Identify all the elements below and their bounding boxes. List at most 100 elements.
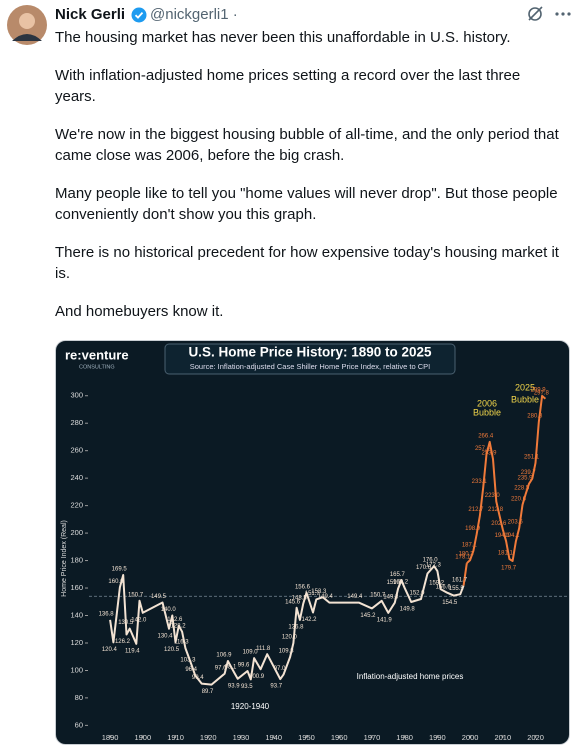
value-label: 126.2 xyxy=(115,639,131,645)
annotation: Bubble xyxy=(511,394,539,404)
y-tick-label: 220 xyxy=(70,501,83,510)
annotation: 2025 xyxy=(515,382,535,392)
x-tick-label: 1930 xyxy=(233,733,250,742)
value-label: 97.0 xyxy=(274,666,286,672)
value-label: 198.9 xyxy=(465,526,481,532)
value-label: 132.6 xyxy=(167,617,183,623)
paragraph: Many people like to tell you "home value… xyxy=(55,185,558,223)
value-label: 223.0 xyxy=(485,493,501,499)
value-label: 202.6 xyxy=(491,521,507,527)
value-label: 165.7 xyxy=(390,572,406,578)
value-label: 106.9 xyxy=(216,653,232,659)
value-label: 151.7 xyxy=(305,591,321,597)
annotation: Inflation-adjusted home prices xyxy=(357,672,464,681)
tweet-text: The housing market has never been this u… xyxy=(55,27,565,339)
value-label: 150.7 xyxy=(370,592,386,598)
value-label: 93.7 xyxy=(270,684,282,690)
y-tick-label: 240 xyxy=(70,473,83,482)
value-label: 179.7 xyxy=(501,566,517,572)
author-name[interactable]: Nick Gerli xyxy=(55,6,126,23)
value-label: 149.4 xyxy=(318,594,334,600)
value-label: 194.1 xyxy=(504,533,520,539)
value-label: 257.4 xyxy=(475,446,491,452)
value-label: 172.3 xyxy=(426,563,442,569)
annotation: Bubble xyxy=(473,407,501,417)
value-label: 109.8 xyxy=(279,649,295,655)
x-tick-label: 2020 xyxy=(527,733,544,742)
x-tick-label: 1920 xyxy=(200,733,217,742)
value-label: 142.2 xyxy=(301,617,317,623)
value-label: 100.9 xyxy=(249,674,265,680)
value-label: 180.3 xyxy=(459,552,475,558)
x-tick-label: 1970 xyxy=(364,733,381,742)
chart-title: U.S. Home Price History: 1890 to 2025 xyxy=(188,345,432,360)
value-label: 96.4 xyxy=(185,667,197,673)
x-tick-label: 1950 xyxy=(298,733,315,742)
value-label: 212.8 xyxy=(488,507,504,513)
value-label: 178.1 xyxy=(455,555,471,561)
value-label: 120.0 xyxy=(282,635,298,641)
tweet-actions[interactable] xyxy=(515,4,575,24)
x-tick-label: 2000 xyxy=(462,733,479,742)
value-label: 160.2 xyxy=(393,579,409,585)
author-handle[interactable]: @nickgerli1 xyxy=(150,6,229,23)
y-tick-label: 300 xyxy=(70,391,83,400)
value-label: 103.3 xyxy=(180,657,196,663)
value-label: 220.6 xyxy=(511,496,527,502)
x-tick-label: 1960 xyxy=(331,733,348,742)
value-label: 253.9 xyxy=(481,451,497,457)
value-label: 136.8 xyxy=(99,611,115,617)
value-label: 154.5 xyxy=(442,600,458,606)
value-label: 145.2 xyxy=(360,613,376,619)
value-label: 111.8 xyxy=(256,646,271,652)
y-tick-label: 280 xyxy=(70,418,83,427)
value-label: 187.1 xyxy=(462,542,478,548)
price-line xyxy=(109,565,465,686)
y-tick-label: 160 xyxy=(70,583,83,592)
value-label: 130.5 xyxy=(118,620,134,626)
value-label: 266.4 xyxy=(478,433,494,439)
value-label: 141.9 xyxy=(377,617,393,623)
value-label: 233.1 xyxy=(472,479,488,485)
paragraph: And homebuyers know it. xyxy=(55,303,224,320)
value-label: 140.0 xyxy=(161,607,177,613)
value-label: 153.3 xyxy=(311,589,327,595)
value-label: 239.7 xyxy=(521,470,537,476)
value-label: 150.7 xyxy=(128,592,144,598)
x-tick-label: 1890 xyxy=(102,733,119,742)
value-label: 93.9 xyxy=(228,683,240,689)
value-label: 136.8 xyxy=(288,624,304,630)
value-label: 176.0 xyxy=(423,558,439,564)
avatar[interactable] xyxy=(3,3,53,53)
value-label: 89.7 xyxy=(202,689,214,695)
value-label: 130.4 xyxy=(157,633,173,639)
value-label: 156.6 xyxy=(295,584,311,590)
value-label: 160.6 xyxy=(108,579,124,585)
value-label: 159.2 xyxy=(429,581,445,587)
value-label: 280.8 xyxy=(527,414,543,420)
value-label: 97.6 xyxy=(215,665,227,671)
y-tick-label: 60 xyxy=(75,720,83,729)
value-label: 169.5 xyxy=(112,567,128,573)
x-tick-label: 1980 xyxy=(396,733,413,742)
y-tick-label: 100 xyxy=(70,665,83,674)
x-tick-label: 1910 xyxy=(167,733,184,742)
logo-sub: CONSULTING xyxy=(79,364,115,370)
value-label: 119.4 xyxy=(125,648,140,654)
value-label: 170.6 xyxy=(416,565,432,571)
y-tick-label: 200 xyxy=(70,528,83,537)
value-label: 251.1 xyxy=(524,454,540,460)
y-tick-label: 180 xyxy=(70,556,83,565)
value-label: 145.6 xyxy=(285,599,301,605)
value-label: 155.5 xyxy=(449,586,465,592)
value-label: 142.0 xyxy=(131,617,147,623)
annotation: 1920-1940 xyxy=(231,702,270,711)
chart: re:venture CONSULTING U.S. Home Price Hist… xyxy=(55,340,570,745)
paragraph: With inflation-adjusted home prices sett… xyxy=(55,67,521,105)
y-axis-label: Home Price Index (Real) xyxy=(61,520,68,597)
x-tick-label: 1940 xyxy=(265,733,282,742)
y-tick-label: 260 xyxy=(70,446,83,455)
chart-subtitle: Source: Inflation-adjusted Case Shiller … xyxy=(190,362,431,371)
value-label: 299.9 xyxy=(531,387,547,393)
